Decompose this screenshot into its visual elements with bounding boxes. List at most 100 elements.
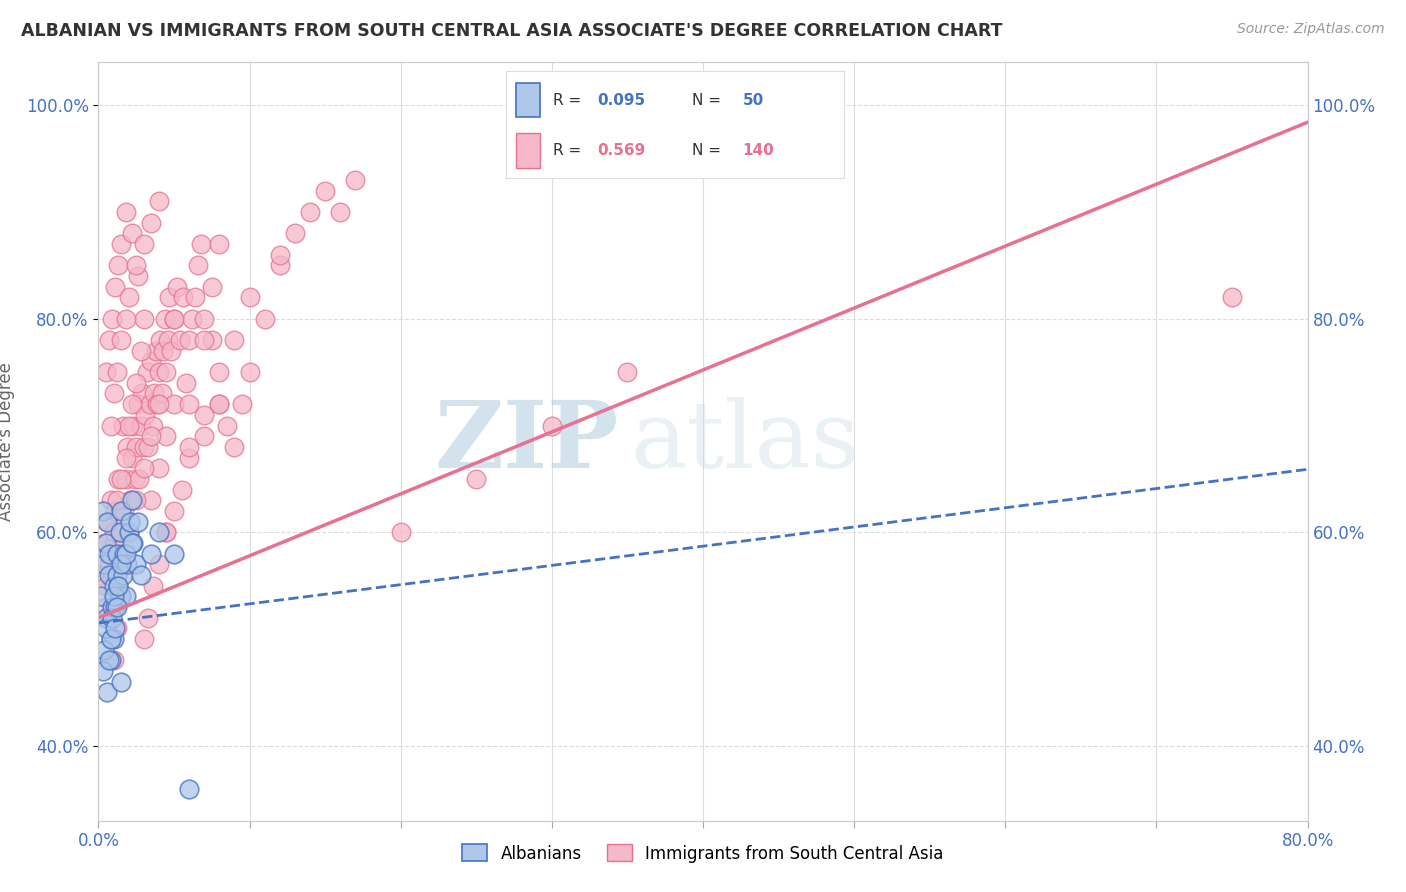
Point [96, 685, 118, 699]
Point [125, 258, 148, 272]
Bar [516, 134, 540, 168]
Point [190, 237, 212, 252]
Point [299, 205, 322, 219]
Point [105, 579, 128, 593]
Point [115, 558, 138, 572]
Point [142, 579, 165, 593]
Point [143, 386, 166, 401]
Point [103, 653, 125, 667]
Point [105, 493, 128, 508]
Point [94, 600, 117, 615]
Point [108, 525, 131, 540]
Point [148, 397, 170, 411]
Point [344, 173, 367, 187]
Point [118, 525, 141, 540]
Point [91, 664, 114, 678]
Point [253, 311, 276, 326]
Point [155, 525, 177, 540]
Point [125, 440, 148, 454]
Point [127, 397, 149, 411]
Point [129, 418, 152, 433]
Point [111, 568, 134, 582]
Point [110, 504, 132, 518]
Point [128, 472, 150, 486]
Point [96, 515, 118, 529]
Point [145, 343, 167, 358]
Text: ALBANIAN VS IMMIGRANTS FROM SOUTH CENTRAL ASIA ASSOCIATE'S DEGREE CORRELATION CH: ALBANIAN VS IMMIGRANTS FROM SOUTH CENTRA… [21, 22, 1002, 40]
Point [105, 365, 128, 379]
Point [135, 365, 157, 379]
Point [269, 247, 291, 261]
Point [208, 397, 231, 411]
Point [208, 237, 231, 252]
Point [105, 568, 128, 582]
Point [329, 205, 352, 219]
Point [136, 440, 159, 454]
Point [269, 258, 291, 272]
Point [224, 333, 246, 347]
Point [110, 547, 132, 561]
Legend: Albanians, Immigrants from South Central Asia: Albanians, Immigrants from South Central… [456, 838, 950, 869]
Point [142, 418, 165, 433]
Point [148, 525, 170, 540]
Point [129, 568, 152, 582]
Point [132, 311, 155, 326]
Point [141, 216, 163, 230]
Point [163, 397, 186, 411]
Point [149, 333, 172, 347]
Point [101, 611, 124, 625]
Point [103, 579, 125, 593]
Text: 50: 50 [742, 93, 763, 108]
Point [122, 418, 145, 433]
Point [103, 386, 125, 401]
Point [132, 237, 155, 252]
Point [93, 642, 115, 657]
Point [114, 205, 136, 219]
Point [193, 311, 215, 326]
Point [124, 472, 146, 486]
Point [114, 311, 136, 326]
Point [156, 333, 179, 347]
Point [121, 397, 143, 411]
Point [172, 290, 194, 304]
Point [132, 440, 155, 454]
Point [93, 558, 115, 572]
Point [105, 600, 128, 615]
Point [224, 440, 246, 454]
Point [110, 237, 132, 252]
Point [179, 397, 201, 411]
Point [179, 440, 201, 454]
Point [201, 333, 224, 347]
Point [91, 504, 114, 518]
Point [118, 525, 141, 540]
Point [239, 290, 262, 304]
Point [104, 279, 127, 293]
Point [155, 365, 177, 379]
Point [155, 525, 177, 540]
Point [208, 365, 231, 379]
Point [163, 311, 186, 326]
Y-axis label: Associate's Degree: Associate's Degree [0, 362, 14, 521]
Point [193, 429, 215, 443]
Point [105, 547, 128, 561]
Point [201, 279, 224, 293]
Point [110, 472, 132, 486]
Text: R =: R = [554, 93, 586, 108]
Point [98, 568, 121, 582]
Point [104, 622, 127, 636]
Point [118, 525, 141, 540]
Point [129, 343, 152, 358]
Point [141, 354, 163, 368]
Point [103, 525, 125, 540]
Point [125, 558, 148, 572]
Point [118, 418, 141, 433]
Point [125, 493, 148, 508]
Point [98, 558, 121, 572]
Point [98, 547, 121, 561]
Point [155, 429, 177, 443]
Point [98, 333, 121, 347]
Point [100, 547, 122, 561]
Point [127, 515, 149, 529]
Point [111, 418, 134, 433]
Point [110, 674, 132, 689]
